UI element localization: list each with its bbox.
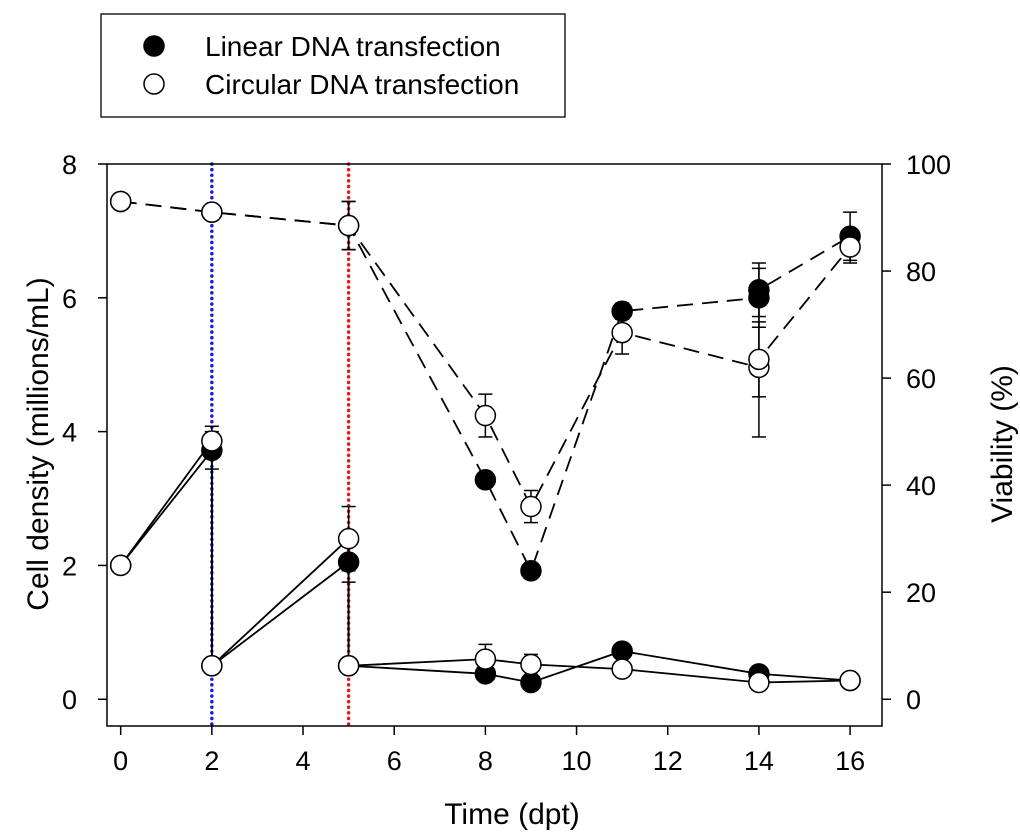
x-tick-label-6: 6	[387, 746, 402, 776]
point-2-8	[611, 658, 633, 680]
x-tick-label-8: 8	[478, 746, 493, 776]
point-3-8	[748, 279, 770, 301]
y-left-tick-label-6: 6	[62, 284, 77, 314]
point-1-8	[611, 640, 633, 662]
point-4-6	[611, 321, 633, 344]
y-left-tick-label-4: 4	[62, 418, 77, 448]
point-2-1	[109, 554, 132, 577]
x-tick-label-16: 16	[835, 746, 865, 776]
y-left-tick-label-2: 2	[62, 551, 77, 581]
point-4-1	[109, 190, 132, 213]
point-2-10	[839, 669, 861, 692]
x-axis-title: Time (dpt)	[444, 798, 580, 831]
legend-box	[100, 13, 566, 118]
legend-marker-filled	[143, 35, 165, 57]
legend-marker-open	[143, 73, 165, 95]
x-tick-label-10: 10	[562, 746, 592, 776]
y-right-tick-label-0: 0	[906, 685, 921, 715]
point-4-9	[839, 236, 861, 258]
point-3-6	[611, 300, 633, 322]
legend: Linear DNA transfection Circular DNA tra…	[100, 13, 566, 118]
y-right-tick-label-80: 80	[906, 257, 936, 287]
point-2-2	[201, 430, 223, 452]
x-tick-label-14: 14	[744, 746, 774, 776]
x-tick-label-0: 0	[113, 746, 128, 776]
point-2-6	[474, 648, 497, 670]
data-points	[109, 190, 861, 694]
point-3-4	[474, 469, 497, 491]
point-4-8	[748, 348, 770, 371]
point-2-5	[337, 655, 360, 677]
point-4-4	[474, 404, 497, 427]
x-tick-label-2: 2	[204, 746, 219, 776]
x-tick-label-12: 12	[653, 746, 683, 776]
point-2-3	[201, 655, 223, 677]
point-4-3	[337, 214, 360, 237]
y-right-tick-label-40: 40	[906, 471, 936, 501]
point-2-9	[748, 671, 770, 694]
point-4-5	[520, 495, 542, 518]
y-left-tick-label-8: 8	[62, 150, 77, 180]
series-line-2	[119, 438, 851, 684]
y-left-tick-label-0: 0	[62, 685, 77, 715]
legend-label-linear: Linear DNA transfection	[205, 31, 501, 62]
plot-frame	[106, 163, 883, 727]
point-2-7	[520, 653, 542, 676]
point-4-2	[201, 201, 223, 223]
y-right-tick-label-60: 60	[906, 364, 936, 394]
y-axis-right-title: Viability (%)	[986, 365, 1019, 523]
y-right-tick-label-20: 20	[906, 578, 936, 608]
point-1-7	[520, 671, 542, 694]
point-1-4	[337, 551, 360, 573]
x-tick-label-4: 4	[296, 746, 311, 776]
point-2-4	[337, 527, 360, 550]
y-right-tick-label-100: 100	[906, 150, 951, 180]
point-3-5	[520, 560, 542, 582]
legend-label-circular: Circular DNA transfection	[205, 69, 519, 100]
y-axis-left-title: Cell density (millions/mL)	[22, 277, 55, 610]
